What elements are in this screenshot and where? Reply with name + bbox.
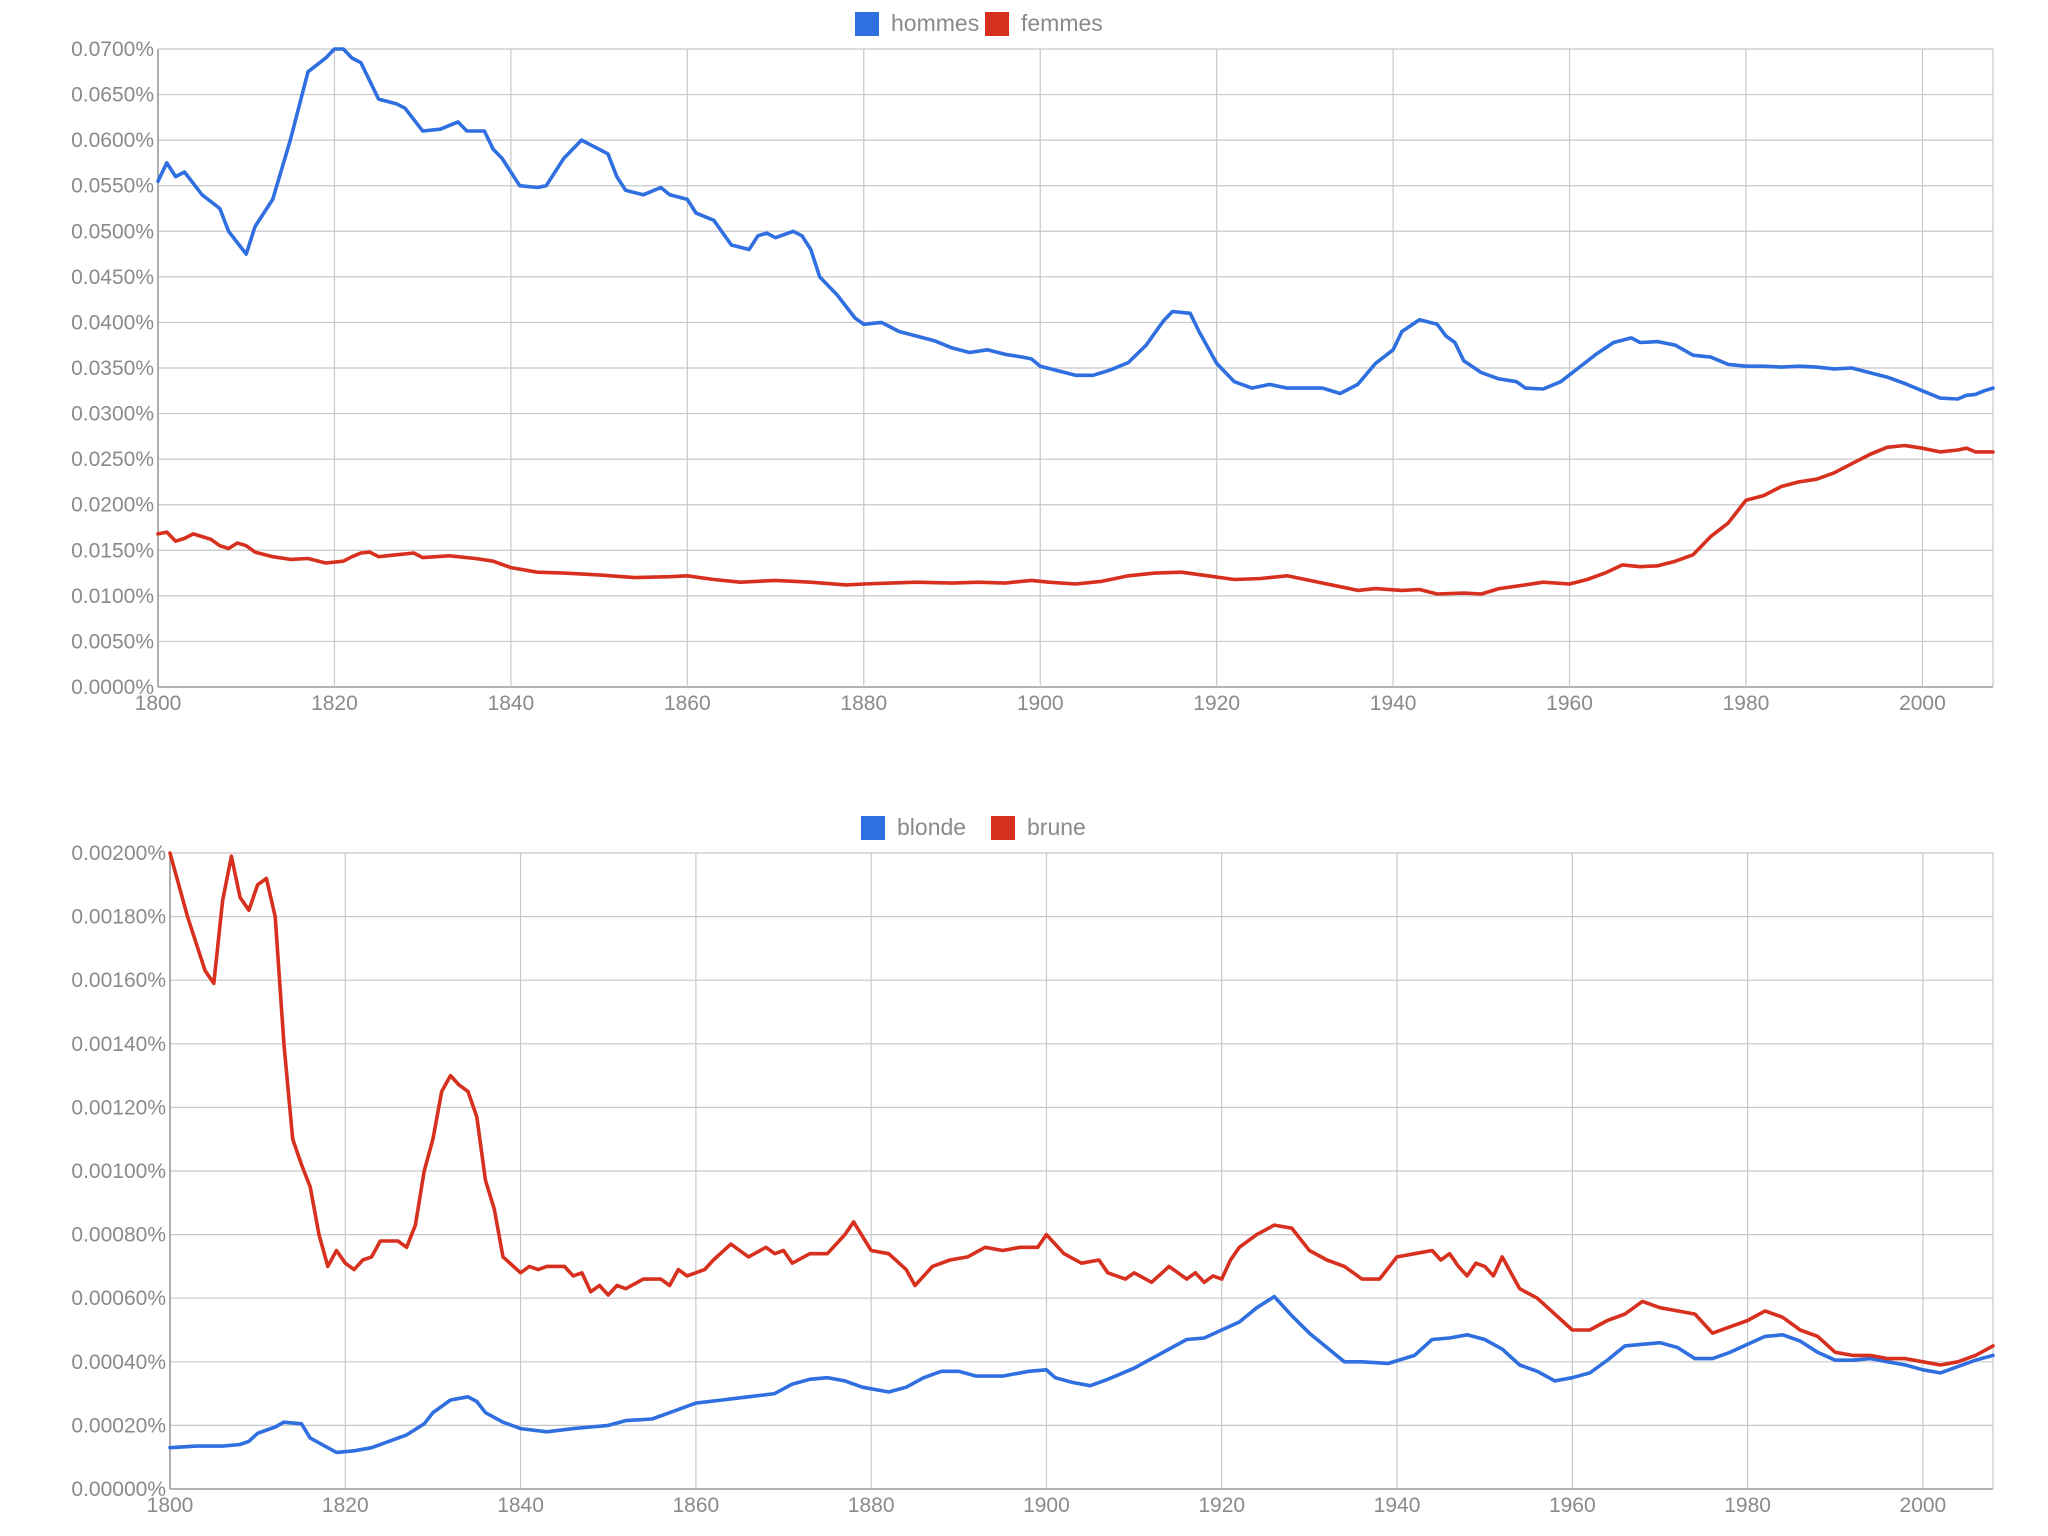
x-tick-label: 1800 [135,692,182,715]
x-tick-label: 1880 [840,692,887,715]
legend-label: femmes [1021,10,1103,36]
legend-swatch [861,816,885,840]
y-tick-label: 0.0700% [71,38,154,61]
y-tick-label: 0.0250% [71,448,154,471]
y-tick-label: 0.0450% [71,266,154,289]
chart-blonde-brune: 0.00000% 0.00020% 0.00040% 0.00060% 0.00080%… [71,814,1995,1517]
legend: blonde brune [861,814,1086,840]
x-tick-label: 1980 [1724,1494,1771,1517]
x-tick-label: 1840 [488,692,535,715]
legend-swatch [991,816,1015,840]
x-tick-label: 1800 [147,1494,194,1517]
legend-label: brune [1027,814,1086,840]
x-tick-label: 1900 [1017,692,1064,715]
y-tick-label: 0.0550% [71,175,154,198]
x-tick-label: 1860 [673,1494,720,1517]
legend-label: blonde [897,814,966,840]
x-tick-label: 1820 [311,692,358,715]
y-tick-label: 0.0200% [71,494,154,517]
x-tick-label: 1820 [322,1494,369,1517]
y-tick-label: 0.00140% [71,1033,166,1056]
x-tick-label: 1960 [1546,692,1593,715]
legend-swatch [985,12,1009,36]
x-tick-label: 1920 [1193,692,1240,715]
x-tick-label: 1940 [1370,692,1417,715]
y-tick-label: 0.0300% [71,403,154,426]
y-tick-label: 0.0000% [71,676,154,699]
series-line-brune [168,851,1995,1367]
x-tick-label: 1840 [497,1494,544,1517]
x-tick-label: 1940 [1374,1494,1421,1517]
y-tick-label: 0.00020% [71,1414,166,1437]
y-tick-label: 0.00040% [71,1351,166,1374]
y-tick-label: 0.0650% [71,84,154,107]
series-line-hommes [156,47,1995,401]
y-tick-label: 0.0400% [71,311,154,334]
y-tick-label: 0.0150% [71,539,154,562]
y-tick-label: 0.0600% [71,129,154,152]
series-line-blonde [168,1294,1995,1455]
y-tick-label: 0.0500% [71,220,154,243]
y-tick-label: 0.0100% [71,585,154,608]
x-tick-label: 1880 [848,1494,895,1517]
x-tick-label: 1920 [1198,1494,1245,1517]
x-tick-label: 2000 [1899,692,1946,715]
y-tick-label: 0.00200% [71,842,166,865]
chart-hommes-femmes: 0.0000% 0.0050% 0.0100% 0.0150% 0.0200% 0.025… [71,10,1995,715]
x-tick-label: 1900 [1023,1494,1070,1517]
legend-swatch [855,12,879,36]
y-tick-label: 0.00160% [71,969,166,992]
x-tick-label: 1860 [664,692,711,715]
x-tick-label: 1980 [1723,692,1770,715]
y-tick-label: 0.00100% [71,1160,166,1183]
y-tick-label: 0.00000% [71,1478,166,1501]
y-tick-label: 0.00120% [71,1096,166,1119]
x-tick-label: 2000 [1900,1494,1947,1517]
legend-label: hommes [891,10,979,36]
legend: hommes femmes [855,10,1103,36]
y-tick-label: 0.0350% [71,357,154,380]
y-tick-label: 0.0050% [71,630,154,653]
y-tick-label: 0.00180% [71,906,166,929]
x-tick-label: 1960 [1549,1494,1596,1517]
y-tick-label: 0.00080% [71,1224,166,1247]
y-tick-label: 0.00060% [71,1287,166,1310]
series-line-femmes [156,443,1995,596]
